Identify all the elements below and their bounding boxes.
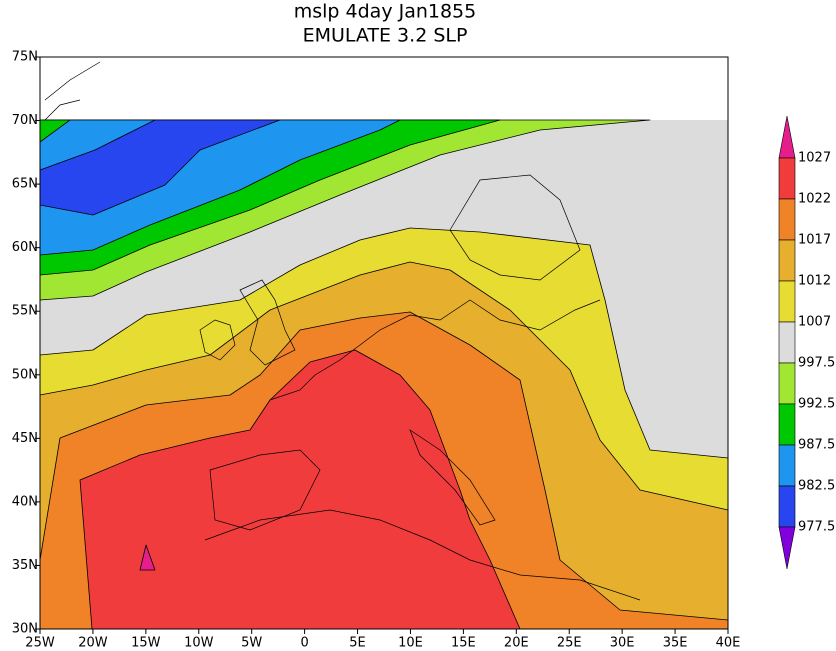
colorbar-label: 1022: [798, 192, 831, 207]
x-tick-label: 5W: [241, 636, 262, 651]
colorbar: 1027 1022 1017 1012 1007 997.5 992.5 987.5 982.5…: [778, 115, 835, 570]
x-tick-label: 5E: [349, 636, 366, 651]
colorbar-label: 997.5: [798, 356, 835, 371]
colorbar-label: 1012: [798, 274, 831, 289]
x-tick-label: 40E: [716, 636, 741, 651]
y-tick-label: 55N: [12, 304, 38, 319]
colorbar-box: [778, 403, 796, 446]
y-tick-label: 70N: [12, 113, 38, 128]
colorbar-box: [778, 321, 796, 364]
y-tick-label: 65N: [12, 177, 38, 192]
x-tick-label: 20E: [504, 636, 529, 651]
coastlines: [44, 61, 641, 601]
colorbar-box: [778, 157, 796, 200]
x-tick-label: 10E: [398, 636, 423, 651]
map-frame: [39, 56, 729, 630]
y-tick-label: 40N: [12, 494, 38, 509]
x-tick-label: 15W: [131, 636, 161, 651]
y-tick-label: 75N: [12, 50, 38, 65]
colorbar-label: 982.5: [798, 479, 835, 494]
x-tick-label: 25W: [25, 636, 55, 651]
y-tick-label: 35N: [12, 558, 38, 573]
band-red: [79, 349, 521, 630]
colorbar-box: [778, 444, 796, 487]
y-tick-label: 45N: [12, 431, 38, 446]
x-tick-label: 10W: [184, 636, 214, 651]
colorbar-label: 987.5: [798, 438, 835, 453]
colorbar-label: 1027: [798, 151, 831, 166]
band-pink: [139, 544, 156, 571]
x-tick-label: 30E: [610, 636, 635, 651]
colorbar-box: [778, 485, 796, 528]
coast-britain: [239, 279, 296, 366]
title: mslp 4day Jan1855: [294, 1, 477, 23]
colorbar-label: 1017: [798, 233, 831, 248]
coast-italy: [409, 429, 496, 526]
x-tick-label: 25E: [557, 636, 582, 651]
coast-greenland: [44, 61, 101, 121]
y-tick-label: 50N: [12, 367, 38, 382]
colorbar-box: [778, 198, 796, 241]
coast-scandinavia: [449, 174, 581, 281]
colorbar-arrow-bottom: [778, 526, 796, 570]
coast-iberia: [209, 449, 321, 531]
colorbar-label: 977.5: [798, 520, 835, 535]
coast-africa: [204, 509, 641, 601]
y-tick-label: 30N: [12, 622, 38, 637]
band-blue: [39, 119, 281, 216]
x-tick-label: 20W: [78, 636, 108, 651]
axes: 25W 20W 15W 10W 5W 0 5E 10E 15E 20E 25E 30E 35E 40E 30…: [12, 50, 741, 651]
x-tick-label: 0: [300, 636, 308, 651]
x-tick-label: 35E: [663, 636, 688, 651]
colorbar-box: [778, 280, 796, 323]
contour-map: [39, 56, 729, 630]
colorbar-label: 992.5: [798, 397, 835, 412]
colorbar-box: [778, 362, 796, 405]
y-tick-label: 60N: [12, 240, 38, 255]
coast-ireland: [199, 319, 236, 361]
colorbar-label: 1007: [798, 315, 831, 330]
x-tick-label: 15E: [451, 636, 476, 651]
coast-europe: [269, 299, 601, 401]
subtitle: EMULATE 3.2 SLP: [303, 25, 468, 47]
colorbar-box: [778, 239, 796, 282]
